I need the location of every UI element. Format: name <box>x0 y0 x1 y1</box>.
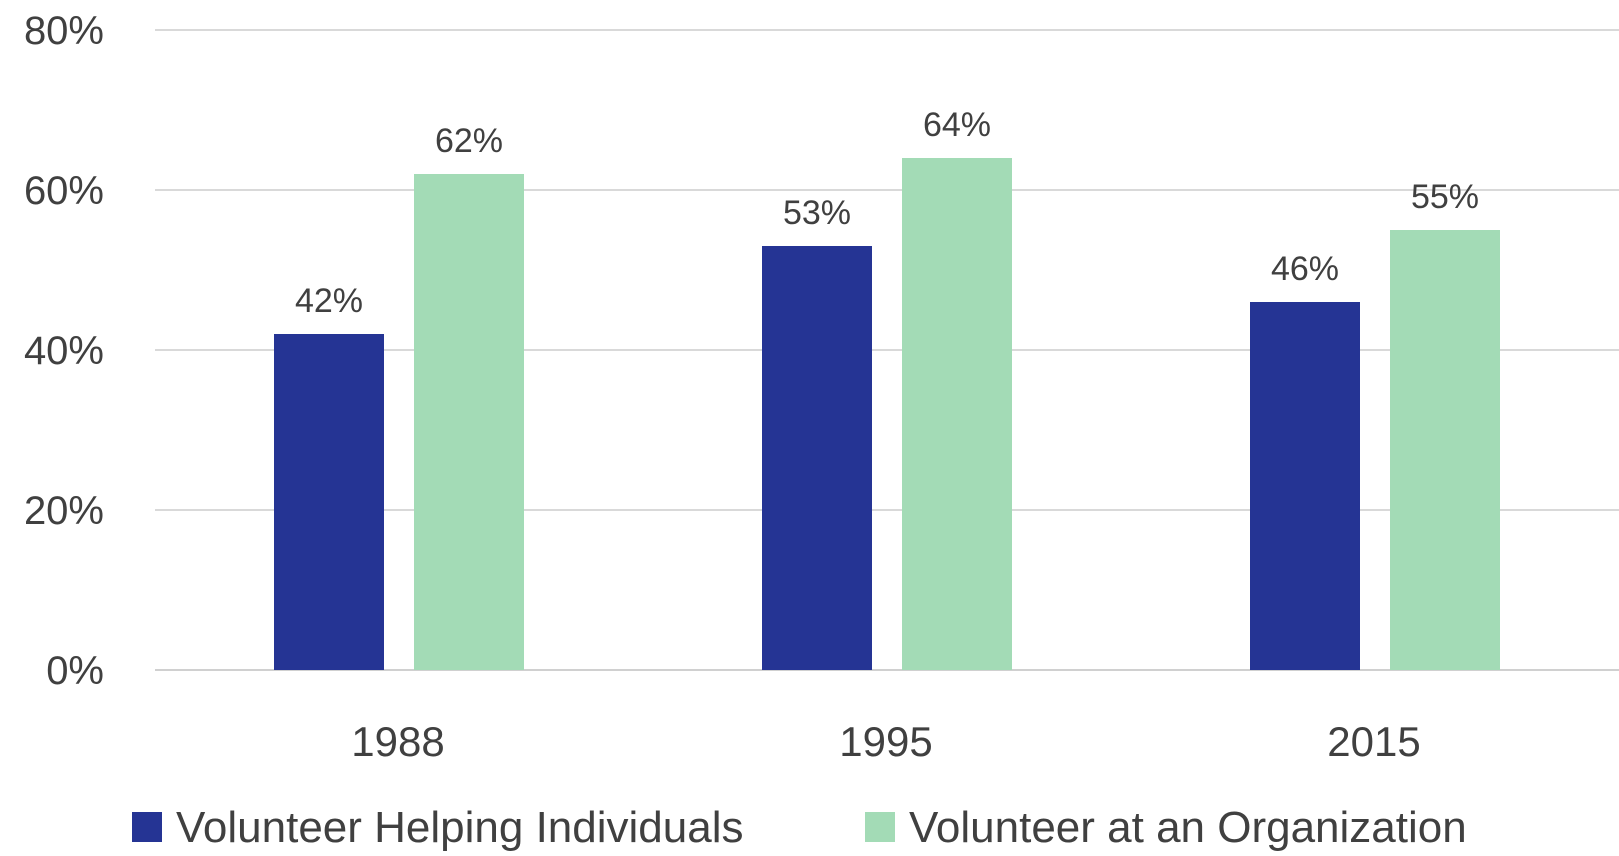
bar-1988-series-2 <box>414 174 524 670</box>
x-axis-ticks: 1988 1995 2015 <box>351 718 1420 765</box>
legend-label-series-2: Volunteer at an Organization <box>909 803 1467 851</box>
x-tick-label-1988: 1988 <box>351 718 444 765</box>
bar-1995-series-2 <box>902 158 1012 670</box>
legend-label-series-1: Volunteer Helping Individuals <box>176 803 744 851</box>
legend-swatch-series-1 <box>132 812 162 842</box>
data-label-1988-series-1: 42% <box>295 282 363 320</box>
bars <box>274 158 1500 670</box>
bar-1995-series-1 <box>762 246 872 670</box>
bar-1988-series-1 <box>274 334 384 670</box>
y-axis-ticks: 0% 20% 40% 60% 80% <box>24 9 104 693</box>
y-tick-label: 40% <box>24 329 104 373</box>
y-tick-label: 60% <box>24 169 104 213</box>
data-label-2015-series-2: 55% <box>1411 178 1479 216</box>
y-tick-label: 80% <box>24 9 104 53</box>
x-tick-label-1995: 1995 <box>839 718 932 765</box>
bar-2015-series-2 <box>1390 230 1500 670</box>
bar-2015-series-1 <box>1250 302 1360 670</box>
data-label-1988-series-2: 62% <box>435 122 503 160</box>
data-label-1995-series-2: 64% <box>923 106 991 144</box>
x-tick-label-2015: 2015 <box>1327 718 1420 765</box>
legend-swatch-series-2 <box>865 812 895 842</box>
data-label-2015-series-1: 46% <box>1271 250 1339 288</box>
data-labels: 42% 62% 53% 64% 46% 55% <box>295 106 1479 320</box>
y-tick-label: 20% <box>24 489 104 533</box>
gridlines <box>155 29 1619 671</box>
legend: Volunteer Helping Individuals Volunteer a… <box>132 803 1467 852</box>
data-label-1995-series-1: 53% <box>783 194 851 232</box>
y-tick-label: 0% <box>46 649 104 693</box>
